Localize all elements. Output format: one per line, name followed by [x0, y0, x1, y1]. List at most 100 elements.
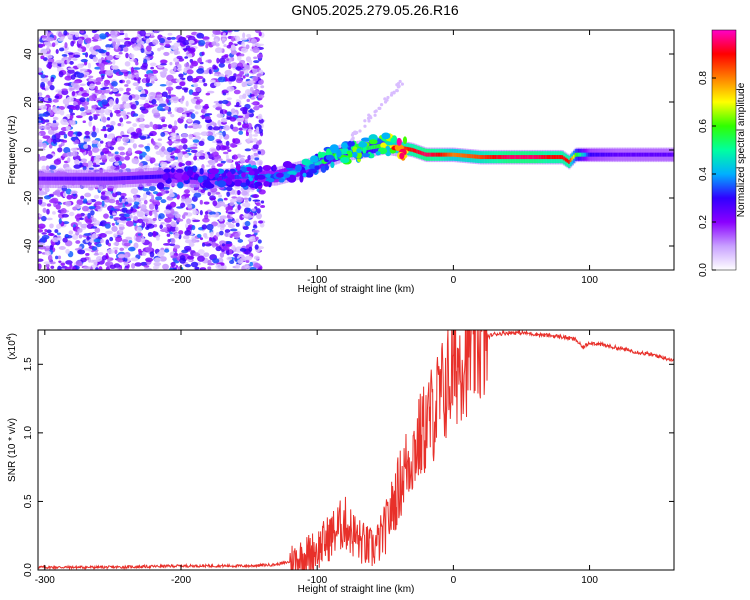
- heatmap-speckle: [124, 257, 128, 262]
- heatmap-speckle: [241, 41, 246, 47]
- heatmap-speckle: [229, 201, 235, 206]
- heatmap-speckle: [201, 114, 205, 120]
- heatmap-core: [540, 155, 543, 160]
- heatmap-core: [411, 147, 414, 152]
- heatmap-speckle: [155, 150, 163, 155]
- heatmap-speckle: [87, 62, 92, 69]
- heatmap-speckle: [231, 244, 236, 251]
- heatmap-speckle: [38, 105, 42, 109]
- heatmap-speckle: [218, 100, 223, 104]
- heatmap-speckle: [148, 185, 156, 192]
- heatmap-speckle: [229, 228, 238, 232]
- heatmap-speckle: [245, 44, 250, 50]
- heatmap-speckle: [115, 202, 124, 205]
- snr-series: [38, 330, 674, 570]
- heatmap-speckle: [140, 261, 148, 266]
- heatmap-speckle: [88, 248, 93, 252]
- heatmap-core: [630, 152, 633, 157]
- heatmap-core: [68, 176, 71, 181]
- heatmap-speckle: [181, 196, 185, 200]
- heatmap-speckle: [41, 234, 50, 240]
- heatmap-speckle: [237, 121, 242, 126]
- heatmap-speckle: [208, 68, 212, 75]
- heatmap-speckle: [219, 252, 225, 258]
- heatmap-core: [656, 152, 659, 157]
- heatmap-core: [546, 155, 550, 160]
- heatmap-speckle: [179, 257, 186, 264]
- heatmap-speckle: [104, 191, 112, 197]
- heatmap-speckle: [187, 255, 195, 260]
- heatmap-speckle: [164, 105, 170, 111]
- heatmap-speckle: [41, 165, 47, 171]
- heatmap-speckle: [84, 130, 90, 136]
- heatmap-speckle: [107, 153, 114, 157]
- heatmap-core: [636, 152, 640, 157]
- heatmap-core: [501, 155, 504, 160]
- heatmap-speckle: [90, 155, 95, 162]
- heatmap-speckle: [38, 229, 44, 233]
- heatmap-core: [453, 152, 457, 157]
- heatmap-speckle: [79, 87, 84, 92]
- heatmap-speckle: [151, 99, 157, 105]
- heatmap-speckle: [143, 218, 149, 223]
- heatmap-speckle: [56, 191, 62, 198]
- heatmap-speckle: [81, 92, 90, 97]
- heatmap-speckle: [57, 31, 63, 38]
- heatmap-speckle: [241, 190, 248, 196]
- heatmap-speckle: [201, 224, 208, 230]
- heatmap-speckle: [46, 267, 50, 270]
- heatmap-speckle: [184, 56, 189, 59]
- heatmap-speckle: [157, 47, 161, 52]
- heatmap-blob: [287, 171, 297, 176]
- heatmap-speckle: [87, 160, 93, 166]
- heatmap-core: [504, 155, 507, 160]
- heatmap-core: [115, 176, 118, 181]
- heatmap-speckle: [177, 63, 182, 70]
- heatmap-core: [471, 154, 475, 159]
- heatmap-core: [375, 144, 378, 149]
- heatmap-speckle: [40, 55, 45, 60]
- heatmap-speckle: [70, 40, 75, 47]
- heatmap-speckle: [127, 147, 132, 154]
- heatmap-speckle: [258, 31, 262, 37]
- heatmap-speckle: [58, 71, 64, 78]
- heatmap-speckle: [43, 97, 50, 102]
- heatmap-speckle: [88, 167, 94, 171]
- heatmap-core: [450, 152, 453, 157]
- heatmap-core: [105, 176, 109, 181]
- heatmap-speckle: [122, 142, 128, 146]
- heatmap-core: [622, 152, 625, 157]
- heatmap-speckle: [231, 196, 238, 199]
- heatmap-blob: [361, 153, 371, 158]
- heatmap-speckle: [249, 80, 256, 83]
- heatmap-blob: [162, 173, 169, 181]
- heatmap-speckle: [139, 96, 147, 100]
- heatmap-speckle: [100, 99, 108, 105]
- heatmap-speckle: [85, 218, 93, 224]
- heatmap-speckle: [123, 260, 129, 266]
- heatmap-speckle: [62, 192, 67, 198]
- heatmap-speckle: [144, 145, 150, 150]
- spectrogram-x-tick-label: -200: [171, 275, 191, 286]
- heatmap-speckle: [206, 90, 215, 94]
- heatmap-speckle: [153, 257, 162, 263]
- heatmap-speckle: [113, 241, 120, 246]
- heatmap-speckle: [237, 153, 241, 158]
- heatmap-speckle: [104, 133, 108, 138]
- heatmap-speckle: [119, 30, 124, 33]
- heatmap-speckle: [203, 201, 210, 205]
- heatmap-speckle: [95, 243, 102, 248]
- heatmap-speckle: [253, 263, 261, 269]
- snr-x-ticks: -300 -200 -100 0 100: [35, 330, 598, 586]
- heatmap-speckle: [101, 200, 105, 207]
- heatmap-speckle: [201, 242, 206, 247]
- heatmap-speckle: [70, 147, 78, 152]
- heatmap-core: [48, 176, 51, 181]
- heatmap-core: [535, 155, 538, 160]
- heatmap-core: [76, 176, 79, 181]
- heatmap-speckle: [212, 200, 218, 207]
- colorbar-ticks: 0.0 0.2 0.4 0.6 0.8: [698, 71, 716, 277]
- heatmap-streak: [366, 116, 371, 120]
- heatmap-speckle: [49, 233, 55, 237]
- heatmap-speckle: [150, 80, 155, 84]
